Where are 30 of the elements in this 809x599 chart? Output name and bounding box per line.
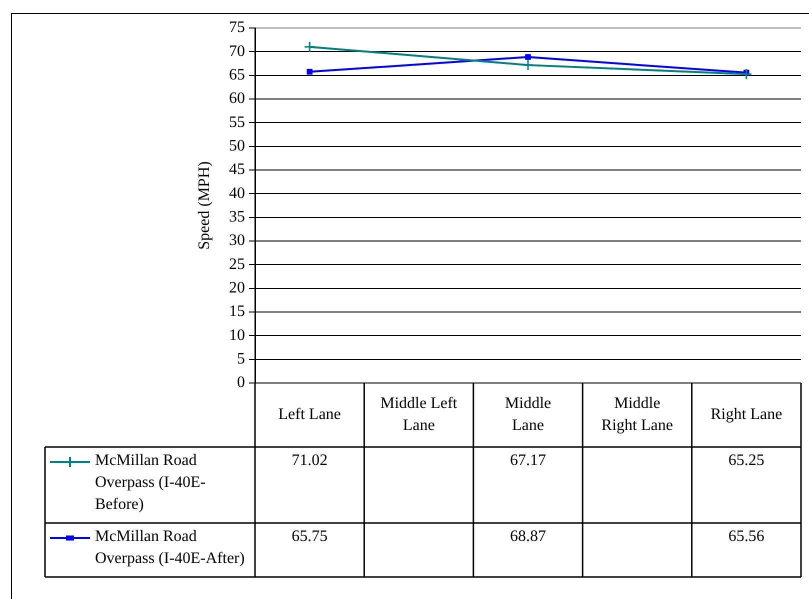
x-tick-label: Left Lane bbox=[278, 406, 341, 424]
y-tick-label: 70 bbox=[229, 42, 245, 60]
legend-label: McMillan Road Overpass (I-40E-After) bbox=[95, 528, 245, 568]
data-label: 68.87 bbox=[510, 528, 546, 546]
data-label: 65.25 bbox=[728, 452, 764, 470]
y-axis-title: Speed (MPH) bbox=[196, 161, 214, 250]
y-tick-label: 50 bbox=[229, 138, 245, 155]
y-tick-label: 75 bbox=[229, 19, 245, 36]
y-tick-label: 20 bbox=[229, 280, 245, 297]
y-tick-label: 0 bbox=[237, 374, 245, 392]
x-tick-label: Right Lane bbox=[710, 406, 782, 424]
legend-label: McMillan Road Overpass (I-40E-Before) bbox=[95, 452, 206, 514]
data-label: 65.56 bbox=[728, 528, 764, 546]
y-tick-label: 45 bbox=[229, 161, 245, 178]
y-tick-label: 30 bbox=[229, 232, 245, 250]
y-tick-label: 10 bbox=[229, 326, 245, 344]
x-tick-label: Middle Left Lane bbox=[380, 395, 458, 434]
data-label: 71.02 bbox=[292, 452, 328, 470]
y-tick-label: 15 bbox=[229, 303, 245, 320]
y-tick-label: 5 bbox=[237, 350, 245, 368]
y-tick-label: 55 bbox=[229, 114, 245, 131]
x-tick-label: Middle Lane bbox=[504, 395, 552, 434]
y-tick-label: 65 bbox=[229, 66, 245, 84]
y-tick-label: 35 bbox=[229, 208, 245, 226]
data-label: 67.17 bbox=[510, 452, 546, 470]
data-label: 65.75 bbox=[292, 528, 328, 546]
y-tick-label: 60 bbox=[229, 90, 245, 108]
x-tick-label: Middle Right Lane bbox=[601, 395, 673, 434]
y-tick-label: 40 bbox=[229, 184, 245, 202]
y-tick-label: 25 bbox=[229, 256, 245, 273]
